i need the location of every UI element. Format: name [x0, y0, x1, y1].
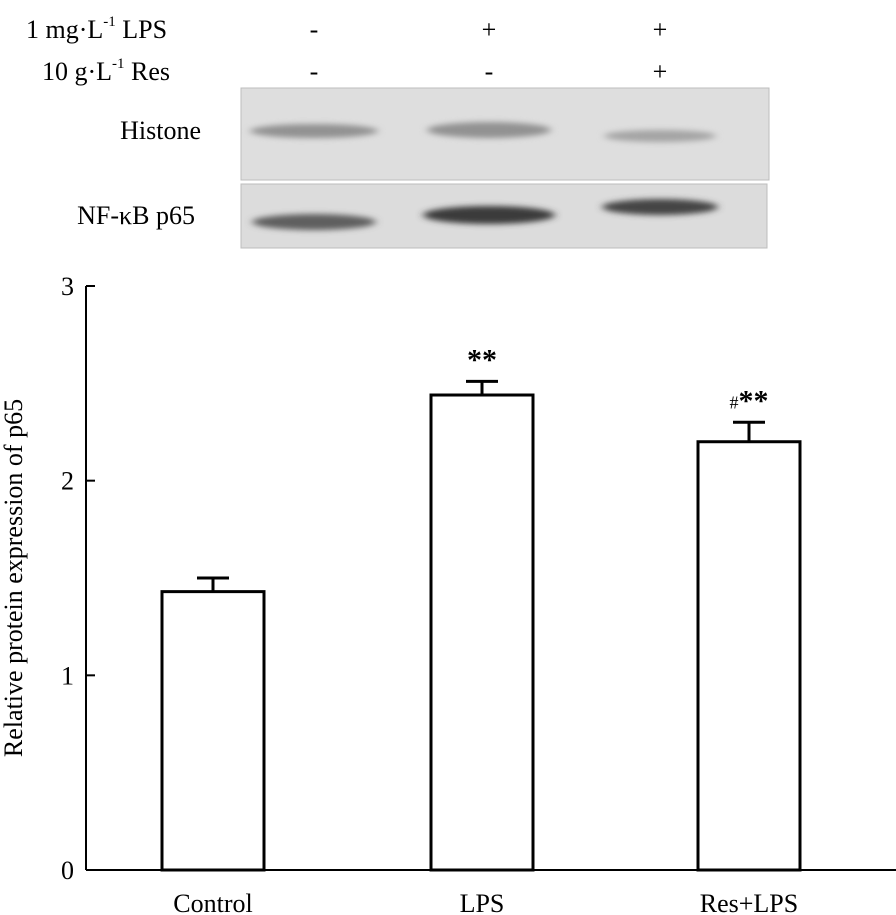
treatment-label-res: 10 g·L-1 Res: [42, 56, 170, 86]
treatment-sign: -: [310, 15, 319, 44]
treatment-sign: -: [310, 57, 319, 86]
x-tick-label: LPS: [460, 889, 505, 915]
y-tick-label: 0: [61, 856, 74, 885]
blot-bands: [250, 122, 718, 230]
significance-annotation: **: [467, 343, 497, 376]
blot-band: [604, 130, 716, 142]
band-label-histone: Histone: [120, 116, 201, 145]
bars: ** #**: [160, 343, 802, 872]
blot-band: [602, 199, 718, 215]
significance-annotation: #**: [730, 384, 769, 417]
y-tick-label: 2: [61, 467, 74, 496]
western-blot-panel: 1 mg·L-1 LPS 10 g·L-1 Res - + + - - + Histone…: [26, 14, 770, 249]
x-axis-tick-labels: Control LPS Res+LPS: [173, 889, 798, 915]
treatment-sign: -: [485, 57, 494, 86]
y-tick-label: 1: [61, 661, 74, 690]
band-label-p65: NF-κB p65: [77, 201, 195, 230]
treatment-sign: +: [482, 15, 497, 44]
treatment-sign: +: [653, 57, 668, 86]
blot-band: [250, 124, 378, 138]
y-tick-label: 3: [61, 272, 74, 301]
bar-chart: 0 1 2 3 ** #** Control LPS Res+LPS Relative pr…: [0, 272, 896, 915]
blot-band: [423, 206, 555, 224]
blot-band: [427, 122, 551, 138]
treatment-sign: +: [653, 15, 668, 44]
x-tick-label: Control: [173, 889, 252, 915]
treatment-label-lps: 1 mg·L-1 LPS: [26, 14, 167, 44]
x-tick-label: Res+LPS: [700, 889, 798, 915]
bar-lps: [429, 393, 535, 872]
y-axis-label: Relative protein expression of p65: [0, 399, 28, 757]
bar-control: [160, 590, 266, 872]
blot-band: [252, 214, 376, 230]
treatment-signs: - + + - - +: [310, 15, 668, 86]
y-axis-ticks: 0 1 2 3: [61, 272, 95, 885]
bar-res-lps: [696, 440, 802, 872]
